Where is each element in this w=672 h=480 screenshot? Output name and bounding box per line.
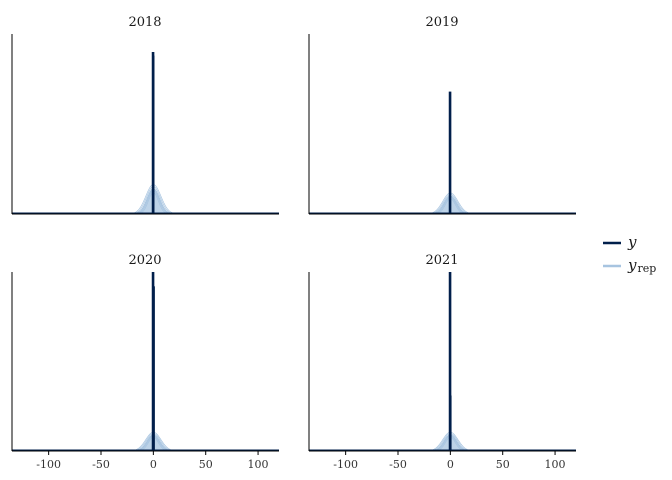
legend-label-yrep-sub: rep	[637, 262, 656, 275]
facet-panel-2020: 2020	[11, 253, 279, 452]
y-observed-spike-secondary	[153, 55, 155, 214]
facet-title: 2018	[128, 15, 161, 30]
x-tick-label: -50	[92, 458, 110, 471]
facet-panel-2018: 2018	[11, 15, 279, 215]
legend-label-y: y	[627, 233, 637, 251]
legend-label-yrep: yrep	[627, 256, 656, 275]
x-tick-label: -50	[389, 458, 407, 471]
x-tick-label: 0	[150, 458, 157, 471]
facet-title: 2021	[425, 253, 458, 268]
x-tick-label: 100	[545, 458, 566, 471]
x-tick-label: -100	[333, 458, 358, 471]
x-tick-label: -100	[36, 458, 61, 471]
x-tick-label: 100	[248, 458, 269, 471]
x-tick-label: 0	[447, 458, 454, 471]
y-observed-spike	[151, 52, 155, 214]
legend: y yrep	[603, 233, 656, 275]
y-observed-spike-secondary	[153, 286, 155, 451]
x-tick-label: 50	[199, 458, 213, 471]
y-observed-spike-secondary	[450, 395, 452, 451]
y-observed-spike	[448, 91, 452, 214]
facet-title: 2019	[425, 15, 458, 30]
facet-title: 2020	[128, 253, 161, 268]
y-observed-spike	[448, 272, 452, 451]
facet-panel-2019: 2019	[308, 15, 576, 215]
y-observed-spike	[151, 272, 155, 451]
x-axis-ticks: -100 -50 0 50 100 -100 -50 0 50 100	[36, 451, 566, 471]
x-tick-label: 50	[496, 458, 510, 471]
facet-panel-2021: 2021	[308, 253, 576, 452]
